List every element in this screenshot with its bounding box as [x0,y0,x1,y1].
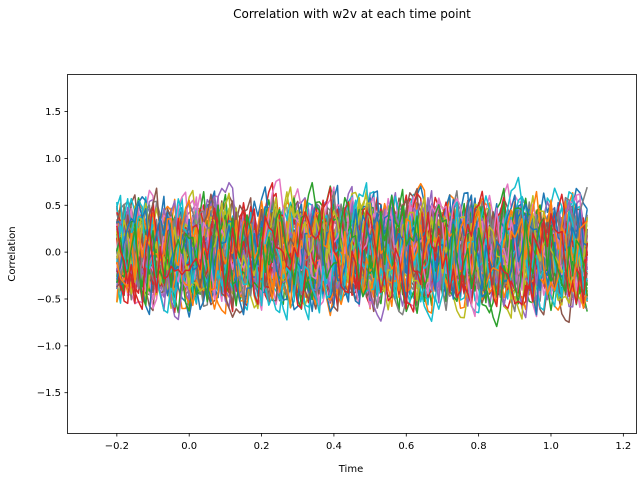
x-tick-label: 0.8 [471,441,487,452]
series-line [116,196,588,320]
series-line [116,178,588,318]
plot-frame [67,74,637,434]
y-tick-label: −0.5 [37,294,61,305]
x-tick-label: −0.2 [105,441,129,452]
series-line [116,176,588,314]
y-axis-label: Correlation [7,226,18,281]
x-tick-label: 0.4 [326,441,342,452]
y-axis-ticks: −1.5 −1.0 −0.5 0.0 0.5 1.0 1.5 [37,107,68,399]
series-line [116,186,588,311]
series-line [116,191,588,310]
x-tick-label: 0.6 [398,441,414,452]
x-tick-label: 0.2 [254,441,270,452]
y-tick-label: −1.5 [37,388,61,399]
y-tick-label: 1.5 [45,107,61,118]
x-axis-label: Time [338,464,363,475]
x-axis-ticks: −0.2 0.0 0.2 0.4 0.6 0.8 1.0 1.2 [105,433,631,452]
y-tick-label: 1.0 [45,154,61,165]
y-tick-label: 0.0 [45,248,61,259]
y-tick-label: 0.5 [45,201,61,212]
y-tick-label: −1.0 [37,341,61,352]
x-tick-label: 1.2 [615,441,631,452]
x-tick-label: 0.0 [181,441,197,452]
series-lines [116,176,588,328]
x-tick-label: 1.0 [543,441,559,452]
series-line [116,181,588,328]
chart-title: Correlation with w2v at each time point [233,7,471,21]
